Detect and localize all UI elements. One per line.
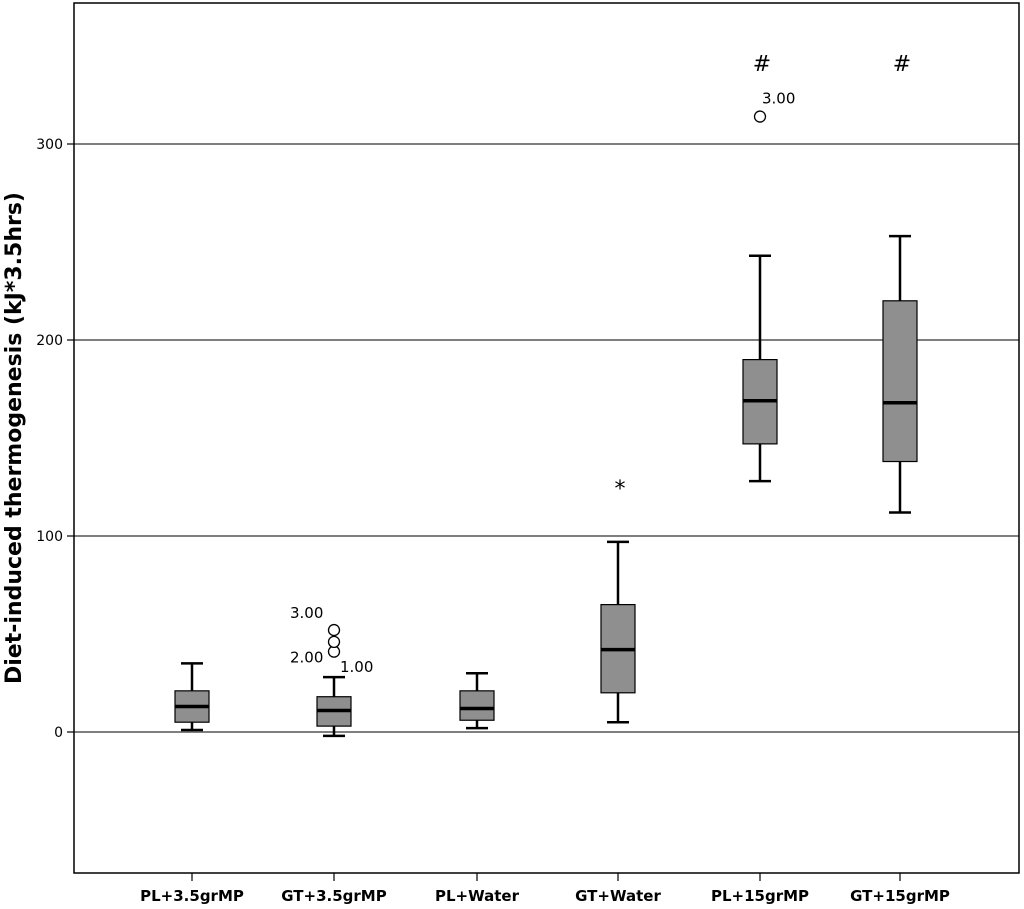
box-PL+15grMP: 3.00 #: [742, 52, 795, 483]
outlier-label: 3.00: [290, 604, 323, 622]
gridlines: [74, 143, 1019, 733]
significance-marker: *: [615, 477, 626, 502]
outlier-point: [327, 635, 341, 648]
y-tick-label: 200: [36, 333, 63, 349]
box-GT+15grMP: #: [882, 52, 918, 514]
box-PL+Water: [459, 671, 495, 730]
plot-area-frame: [73, 2, 1020, 874]
box-GT+Water: *: [600, 477, 636, 724]
x-category-label: GT+15grMP: [850, 887, 950, 905]
x-category-label: PL+3.5grMP: [140, 887, 244, 905]
y-axis-title: Diet-induced thermogenesis (kJ*3.5hrs): [2, 192, 27, 684]
y-tick-label: 300: [36, 137, 63, 153]
box-series: 2.00 1.00 3.00 * 3.00 # #: [174, 52, 918, 738]
x-category-label: PL+15grMP: [711, 887, 809, 905]
x-category-label: GT+Water: [575, 887, 661, 905]
x-axis: PL+3.5grMP GT+3.5grMP PL+Water GT+Water PL+1…: [140, 873, 950, 905]
significance-marker: #: [753, 52, 771, 77]
outlier-point: [753, 110, 767, 123]
box-GT+3.5grMP: 2.00 1.00 3.00: [290, 604, 373, 738]
box-PL+3.5grMP: [174, 662, 210, 732]
iqr-box: [882, 300, 918, 463]
outlier-label: 2.00: [290, 649, 323, 667]
outlier-label: 3.00: [762, 90, 795, 108]
outlier-label: 1.00: [340, 658, 373, 676]
iqr-box: [459, 690, 495, 721]
outlier-point: [327, 623, 341, 637]
y-tick-label: 100: [36, 529, 63, 545]
x-category-label: GT+3.5grMP: [281, 887, 386, 905]
y-axis: 0 100 200 300: [36, 137, 74, 741]
y-tick-label: 0: [54, 725, 63, 741]
significance-marker: #: [893, 52, 911, 77]
x-category-label: PL+Water: [435, 887, 520, 905]
